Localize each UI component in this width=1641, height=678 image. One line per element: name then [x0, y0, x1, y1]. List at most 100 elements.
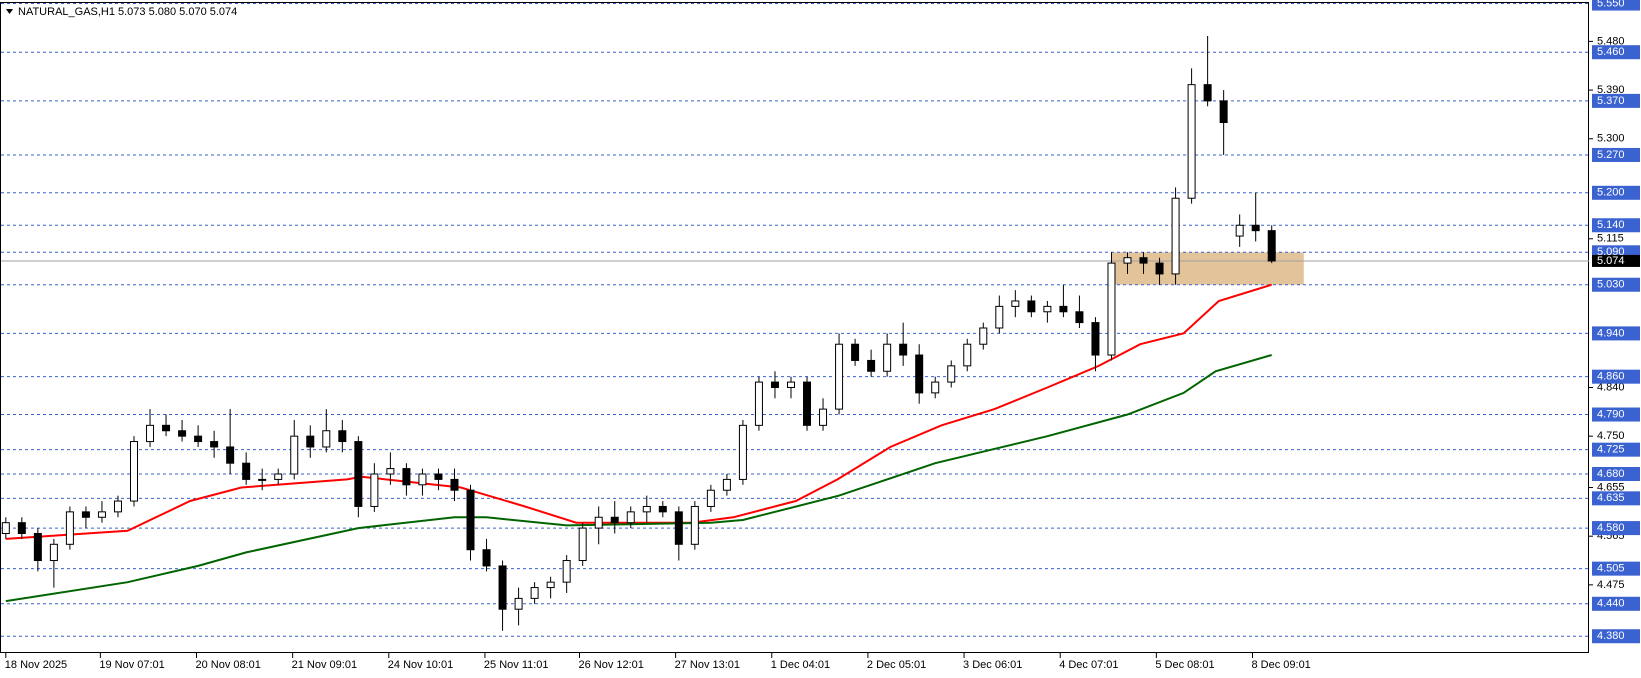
- candle-body: [1139, 257, 1148, 264]
- x-tick-label: 26 Nov 12:01: [578, 659, 643, 671]
- level-label: 5.270: [1597, 149, 1625, 161]
- x-tick-label: 1 Dec 04:01: [771, 659, 830, 671]
- level-label: 4.635: [1597, 492, 1625, 504]
- last-price-box: [1592, 254, 1640, 267]
- level-label: 5.460: [1597, 46, 1625, 58]
- level-label-box: [1592, 521, 1640, 536]
- candle-body: [626, 511, 635, 524]
- level-label: 5.030: [1597, 279, 1625, 291]
- candle-body: [226, 446, 235, 464]
- x-tick-label: 19 Nov 07:01: [99, 659, 164, 671]
- candle-body: [81, 511, 90, 518]
- level-label: 4.440: [1597, 598, 1625, 610]
- candle-body: [178, 430, 187, 437]
- candle-body: [466, 489, 475, 551]
- candle-body: [65, 511, 74, 545]
- candle-body: [786, 381, 795, 388]
- level-label: 4.505: [1597, 563, 1625, 575]
- level-label: 4.790: [1597, 408, 1625, 420]
- candle-body: [1107, 262, 1116, 356]
- quote: 5.073 5.080 5.070 5.074: [118, 6, 237, 18]
- level-label: 5.140: [1597, 219, 1625, 231]
- candle-body: [354, 441, 363, 507]
- candle-body: [642, 505, 651, 513]
- candle-body: [674, 511, 683, 545]
- y-tick-label: 4.655: [1597, 481, 1625, 493]
- candle-body: [1171, 197, 1180, 275]
- candle-body: [979, 327, 988, 345]
- candle-body: [1203, 84, 1212, 102]
- candle-body: [1219, 100, 1228, 124]
- candle-body: [418, 473, 427, 486]
- level-label-box: [1592, 596, 1640, 611]
- candle-body: [722, 478, 731, 491]
- level-label-box: [1592, 93, 1640, 108]
- level-label: 4.940: [1597, 327, 1625, 339]
- y-tick-label: 5.300: [1597, 133, 1625, 145]
- candle-body: [1043, 305, 1052, 313]
- candle-body: [690, 505, 699, 545]
- moving-average: [5, 354, 1272, 603]
- candle-body: [402, 468, 411, 486]
- candle-body: [274, 473, 283, 480]
- level-label: 4.580: [1597, 522, 1625, 534]
- level-label-box: [1592, 0, 1640, 11]
- x-tick-label: 24 Nov 10:01: [388, 659, 453, 671]
- candle-body: [819, 408, 828, 426]
- candle-body: [242, 462, 251, 480]
- candle-body: [162, 424, 171, 432]
- level-label: 4.380: [1597, 630, 1625, 642]
- level-label-box: [1592, 467, 1640, 482]
- candle-body: [434, 473, 443, 480]
- candle-body: [338, 430, 347, 443]
- level-label: 5.370: [1597, 95, 1625, 107]
- chart-title: NATURAL_GAS,H1: [18, 6, 115, 18]
- x-tick-label: 27 Nov 13:01: [675, 659, 740, 671]
- candle-body: [754, 381, 763, 426]
- plot-frame: [0, 2, 1589, 653]
- level-label-box: [1592, 442, 1640, 457]
- level-label-box: [1592, 45, 1640, 60]
- candle-body: [883, 343, 892, 372]
- candle-body: [322, 430, 331, 448]
- level-label-box: [1592, 629, 1640, 644]
- level-label-box: [1592, 147, 1640, 162]
- y-tick-label: 4.840: [1597, 381, 1625, 393]
- x-tick-label: 8 Dec 09:01: [1251, 659, 1310, 671]
- level-label-box: [1592, 369, 1640, 384]
- candle-body: [386, 468, 395, 475]
- candle-body: [1187, 84, 1196, 199]
- candle-body: [498, 565, 507, 610]
- x-tick-label: 3 Dec 06:01: [963, 659, 1022, 671]
- candle-body: [17, 522, 26, 534]
- candle-body: [1, 522, 10, 534]
- level-label: 4.725: [1597, 444, 1625, 456]
- candle-body: [1011, 300, 1020, 307]
- candle-body: [450, 478, 459, 491]
- candle-body: [1059, 305, 1068, 313]
- candle-body: [594, 516, 603, 529]
- y-tick-label: 5.390: [1597, 84, 1625, 96]
- candle-body: [482, 549, 491, 567]
- candle-body: [33, 532, 42, 562]
- candle-body: [578, 527, 587, 562]
- candle-body: [1235, 224, 1244, 237]
- level-label-box: [1592, 491, 1640, 506]
- menu-triangle[interactable]: [6, 9, 13, 14]
- level-label: 4.680: [1597, 468, 1625, 480]
- candle-body: [770, 381, 779, 388]
- level-label-box: [1592, 218, 1640, 233]
- last-price-label: 5.074: [1597, 255, 1625, 267]
- x-tick-label: 25 Nov 11:01: [484, 659, 549, 671]
- y-tick-label: 4.475: [1597, 579, 1625, 591]
- x-tick-label: 21 Nov 09:01: [292, 659, 357, 671]
- x-tick-label: 5 Dec 08:01: [1155, 659, 1214, 671]
- level-label-box: [1592, 561, 1640, 576]
- candle-body: [803, 381, 812, 426]
- candle-body: [915, 354, 924, 394]
- candle-body: [210, 441, 219, 448]
- x-tick-label: 20 Nov 08:01: [195, 659, 260, 671]
- candle-body: [835, 343, 844, 410]
